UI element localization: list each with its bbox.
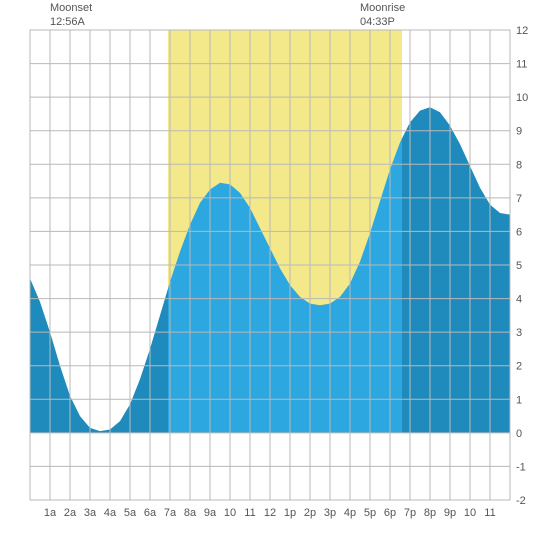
y-tick-label: 9: [516, 126, 522, 138]
x-tick-label: 9a: [204, 507, 217, 519]
y-tick-label: 10: [516, 92, 528, 104]
y-tick-label: 0: [516, 428, 522, 440]
x-tick-label: 10: [464, 507, 476, 519]
x-tick-label: 5p: [364, 507, 376, 519]
y-tick-label: 3: [516, 327, 522, 339]
x-tick-label: 7p: [404, 507, 416, 519]
x-tick-label: 11: [484, 507, 495, 519]
chart-svg: -2-101234567891011121a2a3a4a5a6a7a8a9a10…: [0, 0, 550, 550]
x-tick-label: 1p: [284, 507, 296, 519]
x-tick-label: 4p: [344, 507, 356, 519]
x-tick-label: 6a: [144, 507, 157, 519]
y-tick-label: 5: [516, 260, 522, 272]
x-tick-label: 3p: [324, 507, 336, 519]
y-tick-label: 11: [516, 59, 527, 71]
y-tick-label: 8: [516, 159, 522, 171]
moonrise-annotation: Moonrise 04:33P: [360, 2, 405, 30]
y-tick-label: 1: [516, 394, 522, 406]
y-tick-label: 12: [516, 25, 528, 37]
x-tick-label: 3a: [84, 507, 97, 519]
moonset-label: Moonset: [50, 2, 92, 16]
y-tick-label: -1: [516, 461, 526, 473]
x-tick-label: 9p: [444, 507, 456, 519]
x-tick-label: 2a: [64, 507, 77, 519]
x-tick-label: 11: [244, 507, 255, 519]
x-tick-label: 8p: [424, 507, 436, 519]
x-tick-label: 8a: [184, 507, 197, 519]
x-tick-label: 4a: [104, 507, 117, 519]
y-tick-label: 7: [516, 193, 522, 205]
x-tick-label: 6p: [384, 507, 396, 519]
x-tick-label: 10: [224, 507, 236, 519]
x-tick-label: 2p: [304, 507, 316, 519]
y-tick-label: -2: [516, 495, 526, 507]
moonset-annotation: Moonset 12:56A: [50, 2, 92, 30]
tide-chart: -2-101234567891011121a2a3a4a5a6a7a8a9a10…: [0, 0, 550, 550]
y-tick-label: 2: [516, 361, 522, 373]
moonset-time: 12:56A: [50, 16, 92, 30]
x-tick-label: 1a: [44, 507, 57, 519]
y-tick-label: 6: [516, 226, 522, 238]
x-tick-label: 12: [264, 507, 276, 519]
x-tick-label: 7a: [164, 507, 177, 519]
moonrise-label: Moonrise: [360, 2, 405, 16]
moonrise-time: 04:33P: [360, 16, 405, 30]
y-tick-label: 4: [516, 294, 522, 306]
x-tick-label: 5a: [124, 507, 137, 519]
